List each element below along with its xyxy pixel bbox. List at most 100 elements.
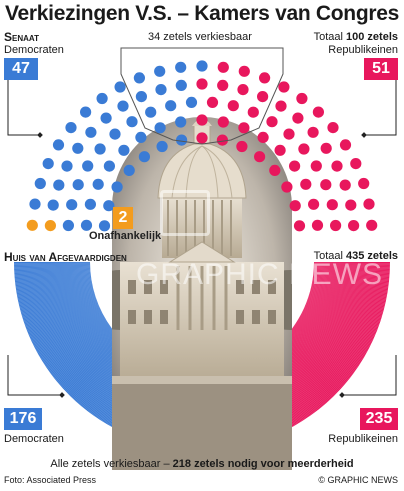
house-seat-divider — [302, 311, 371, 347]
house-seat-divider — [289, 332, 349, 381]
senate-seat-democrat — [98, 220, 111, 232]
senate-seat-republican — [293, 220, 306, 232]
senate-seat-democrat — [126, 116, 138, 128]
senate-seat-democrat — [52, 139, 65, 151]
house-seat-divider — [308, 296, 381, 321]
house-seat-divider — [28, 304, 99, 334]
house-seat-divider — [299, 316, 366, 355]
senate-seat-republican — [196, 114, 208, 126]
graphic-news-watermark: GRAPHIC NEWS — [136, 258, 384, 291]
house-seat-divider — [18, 287, 94, 306]
house-seat-divider — [57, 333, 117, 383]
house-seat-divider — [14, 272, 91, 280]
senate-seat-republican — [348, 220, 360, 232]
house-seat-divider — [283, 338, 339, 392]
house-seat-divider — [301, 313, 369, 350]
house-heading: Huis van Afgevaardigden — [4, 250, 127, 264]
senate-seat-republican — [238, 65, 250, 77]
senate-seat-democrat — [135, 131, 147, 143]
house-seat-divider — [307, 298, 380, 324]
house-seat-divider — [21, 292, 95, 315]
senate-seat-democrat — [82, 160, 94, 172]
senate-seat-republican — [206, 96, 219, 108]
house-seat-divider — [297, 320, 363, 361]
house-total: Totaal 435 zetels — [314, 250, 398, 262]
house-seat-divider — [299, 316, 367, 354]
house-seat-divider — [312, 281, 388, 295]
senate-seat-republican — [292, 112, 304, 124]
senate-seat-republican — [281, 181, 293, 193]
senate-seat-democrat — [114, 81, 126, 93]
senate-seat-democrat — [72, 142, 84, 154]
house-seat-divider — [37, 316, 105, 354]
house-seat-divider — [35, 313, 103, 350]
senate-seat-republican — [266, 116, 278, 128]
house-seat-divider — [305, 304, 376, 334]
house-seat-divider — [25, 300, 98, 328]
house-seat-divider — [310, 289, 385, 310]
house-seat-divider — [27, 303, 99, 333]
senate-republicans-label: Republikeinen — [328, 44, 398, 56]
house-seat-divider — [309, 291, 384, 312]
house-seat-divider — [310, 288, 385, 308]
photo-credit: Foto: Associated Press — [4, 475, 97, 485]
house-seat-divider — [287, 334, 346, 384]
senate-seat-republican — [320, 179, 332, 191]
house-seat-divider — [49, 327, 112, 373]
house-seat-divider — [23, 296, 96, 321]
senate-seat-republican — [217, 61, 229, 73]
house-seat-divider — [308, 295, 382, 319]
house-seat-divider — [304, 305, 375, 337]
senate-seat-democrat — [176, 134, 188, 146]
senate-seat-democrat — [80, 106, 92, 118]
house-seat-divider — [17, 281, 92, 297]
house-seat-divider — [312, 277, 389, 290]
house-seat-divider — [290, 330, 351, 379]
house-seat-divider — [313, 263, 390, 265]
house-seat-divider — [14, 270, 91, 278]
house-seat-divider — [296, 321, 362, 363]
senate-seat-democrat — [92, 178, 104, 190]
house-seat-divider — [298, 318, 364, 358]
house-seat-divider — [313, 270, 390, 278]
house-seat-divider — [300, 315, 368, 353]
house-seat-divider — [17, 284, 93, 301]
house-seat-divider — [313, 273, 390, 282]
house-seat-divider — [54, 331, 115, 380]
house-seat-divider — [310, 290, 384, 311]
senate-seat-democrat — [80, 219, 93, 231]
house-seat-divider — [15, 276, 91, 287]
house-seat-divider — [36, 315, 104, 353]
senate-seat-republican — [257, 91, 269, 103]
house-seat-divider — [22, 295, 96, 320]
house-seat-divider — [53, 330, 114, 379]
house-seat-divider — [14, 269, 91, 276]
house-seat-divider — [16, 278, 92, 291]
senate-seat-republican — [278, 81, 290, 93]
house-seat-divider — [313, 262, 390, 264]
house-seat-divider — [45, 323, 109, 367]
senate-seat-democrat — [175, 79, 187, 91]
senate-seat-democrat — [117, 100, 129, 112]
house-seat-divider — [48, 326, 112, 372]
house-seat-divider — [15, 275, 91, 286]
house-seat-divider — [14, 264, 91, 268]
house-seat-divider — [294, 324, 359, 368]
house-seat-divider — [33, 310, 102, 345]
house-seat-divider — [14, 271, 91, 279]
house-seat-divider — [294, 324, 358, 369]
senate-seat-democrat — [118, 144, 130, 156]
senate-seat-republican — [326, 199, 338, 211]
house-seat-divider — [58, 334, 118, 385]
senate-seat-dots — [26, 60, 378, 232]
senate-seat-democrat — [154, 65, 166, 77]
house-seat-divider — [311, 283, 387, 299]
house-seat-divider — [313, 264, 390, 268]
house-seat-divider — [296, 322, 361, 364]
house-seat-divider — [20, 290, 94, 311]
house-seat-divider — [16, 279, 92, 292]
senate-seat-democrat — [96, 92, 108, 105]
house-seat-divider — [56, 332, 116, 382]
senate-seat-democrat — [65, 122, 77, 134]
